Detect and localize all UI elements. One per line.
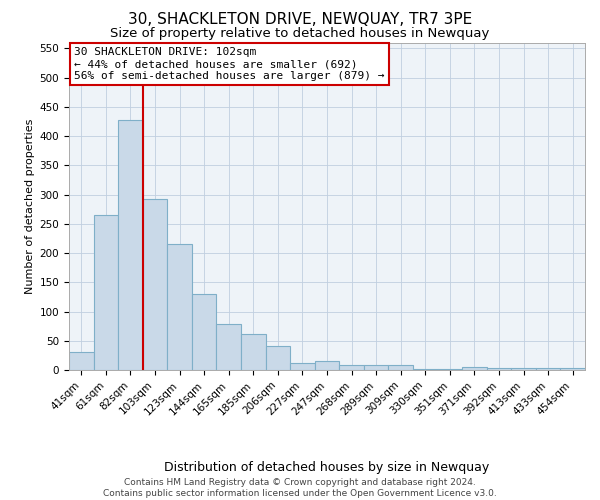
Bar	[315, 361, 339, 370]
Bar	[143, 198, 167, 370]
Text: Contains HM Land Registry data © Crown copyright and database right 2024.
Contai: Contains HM Land Registry data © Crown c…	[103, 478, 497, 498]
Bar	[241, 334, 266, 370]
Bar	[388, 364, 413, 370]
Bar	[511, 368, 536, 370]
Bar	[290, 363, 315, 370]
Bar	[217, 324, 241, 370]
Bar	[487, 368, 511, 370]
Bar	[167, 244, 192, 370]
Bar	[536, 368, 560, 370]
Text: 30 SHACKLETON DRIVE: 102sqm
← 44% of detached houses are smaller (692)
56% of se: 30 SHACKLETON DRIVE: 102sqm ← 44% of det…	[74, 48, 385, 80]
Bar	[192, 294, 217, 370]
Text: Size of property relative to detached houses in Newquay: Size of property relative to detached ho…	[110, 28, 490, 40]
Bar	[69, 352, 94, 370]
Y-axis label: Number of detached properties: Number of detached properties	[25, 118, 35, 294]
Text: 30, SHACKLETON DRIVE, NEWQUAY, TR7 3PE: 30, SHACKLETON DRIVE, NEWQUAY, TR7 3PE	[128, 12, 472, 28]
X-axis label: Distribution of detached houses by size in Newquay: Distribution of detached houses by size …	[164, 461, 490, 474]
Bar	[94, 215, 118, 370]
Bar	[560, 368, 585, 370]
Bar	[118, 120, 143, 370]
Bar	[364, 364, 388, 370]
Bar	[339, 364, 364, 370]
Bar	[462, 367, 487, 370]
Bar	[266, 346, 290, 370]
